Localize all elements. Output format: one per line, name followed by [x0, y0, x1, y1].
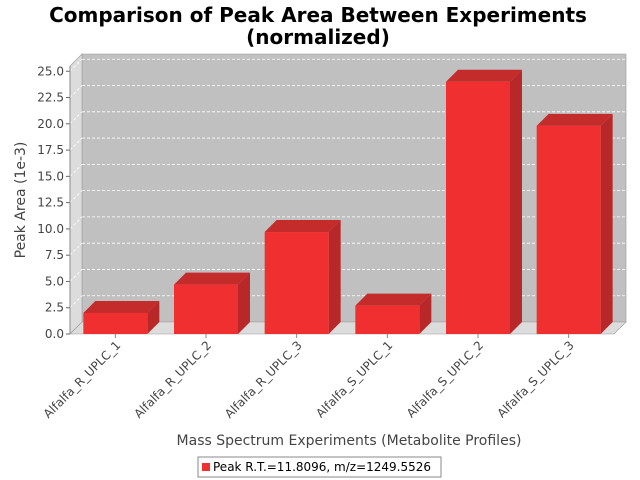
bar-top	[446, 69, 522, 82]
legend-swatch	[202, 463, 210, 471]
bar-top	[83, 300, 160, 313]
bar	[174, 272, 250, 334]
bar	[355, 293, 432, 334]
y-tick-label: 25.0	[37, 64, 64, 78]
gridline-side	[69, 137, 83, 151]
x-tick-label: Alfalfa_R_UPLC_1	[41, 338, 124, 421]
y-tick-label: 2.5	[45, 301, 64, 315]
bar-front	[174, 284, 238, 334]
chart-title: Comparison of Peak Area Between Experime…	[49, 3, 587, 49]
x-tick-label: Alfalfa_S_UPLC_3	[494, 338, 576, 420]
gridline-side	[69, 58, 83, 72]
gridline-side	[69, 111, 83, 125]
bar-front	[264, 232, 329, 334]
bar-top	[174, 272, 250, 285]
y-axis-label: Peak Area (1e-3)	[13, 142, 29, 259]
x-axis-label: Mass Spectrum Experiments (Metabolite Pr…	[177, 433, 522, 449]
gridline-side	[69, 190, 83, 203]
y-tick-label: 7.5	[45, 248, 64, 262]
bar	[446, 69, 522, 334]
y-tick-label: 15.0	[37, 169, 64, 183]
gridline-side	[69, 242, 83, 256]
bar-top	[264, 220, 341, 233]
x-tick-label: Alfalfa_R_UPLC_2	[131, 338, 214, 421]
gridline-side	[69, 216, 83, 230]
y-tick-label: 12.5	[37, 196, 64, 210]
bar-side	[238, 272, 250, 334]
bar-side	[147, 300, 160, 334]
x-tick-label: Alfalfa_R_UPLC_3	[222, 338, 305, 421]
y-tick-label: 20.0	[37, 117, 64, 131]
bar	[536, 113, 613, 334]
bar-front	[446, 81, 510, 334]
y-tick-label: 0.0	[45, 327, 64, 341]
chart-title-line-2: (normalized)	[246, 25, 390, 49]
x-tick-label: Alfalfa_S_UPLC_1	[313, 338, 395, 420]
bar-side	[510, 69, 522, 334]
gridline-side	[69, 269, 83, 282]
legend: Peak R.T.=11.8096, m/z=1249.5526	[197, 456, 442, 478]
y-tick-label: 22.5	[37, 91, 64, 105]
bar-front	[536, 125, 601, 334]
legend-entry-label: Peak R.T.=11.8096, m/z=1249.5526	[213, 460, 431, 474]
bar-top	[536, 113, 613, 126]
y-tick-label: 17.5	[37, 143, 64, 157]
bar-top	[355, 293, 432, 306]
bar-front	[355, 305, 420, 334]
bar-front	[83, 312, 148, 334]
bar-side	[419, 293, 432, 334]
y-axis-ticks: 0.0 2.5 5.0 7.5 10.0 12.5 15.0 17.5 20.0 22.5 25.0	[37, 64, 71, 341]
y-tick-label: 10.0	[37, 222, 64, 236]
gridline-side	[69, 85, 83, 98]
x-tick-label: Alfalfa_S_UPLC_2	[404, 338, 486, 420]
legend-frame	[197, 456, 442, 478]
bar	[264, 220, 341, 334]
y-tick-label: 5.0	[45, 274, 64, 288]
x-axis-ticks: Alfalfa_R_UPLC_1 Alfalfa_R_UPLC_2 Alfalfa_…	[41, 334, 577, 421]
gridline-side	[69, 295, 83, 309]
gridline-side	[69, 164, 83, 177]
bar	[83, 300, 160, 334]
bar-side	[600, 113, 613, 334]
chart-title-line-1: Comparison of Peak Area Between Experime…	[49, 3, 587, 27]
bars-group	[83, 69, 613, 334]
bar-side	[328, 220, 341, 334]
